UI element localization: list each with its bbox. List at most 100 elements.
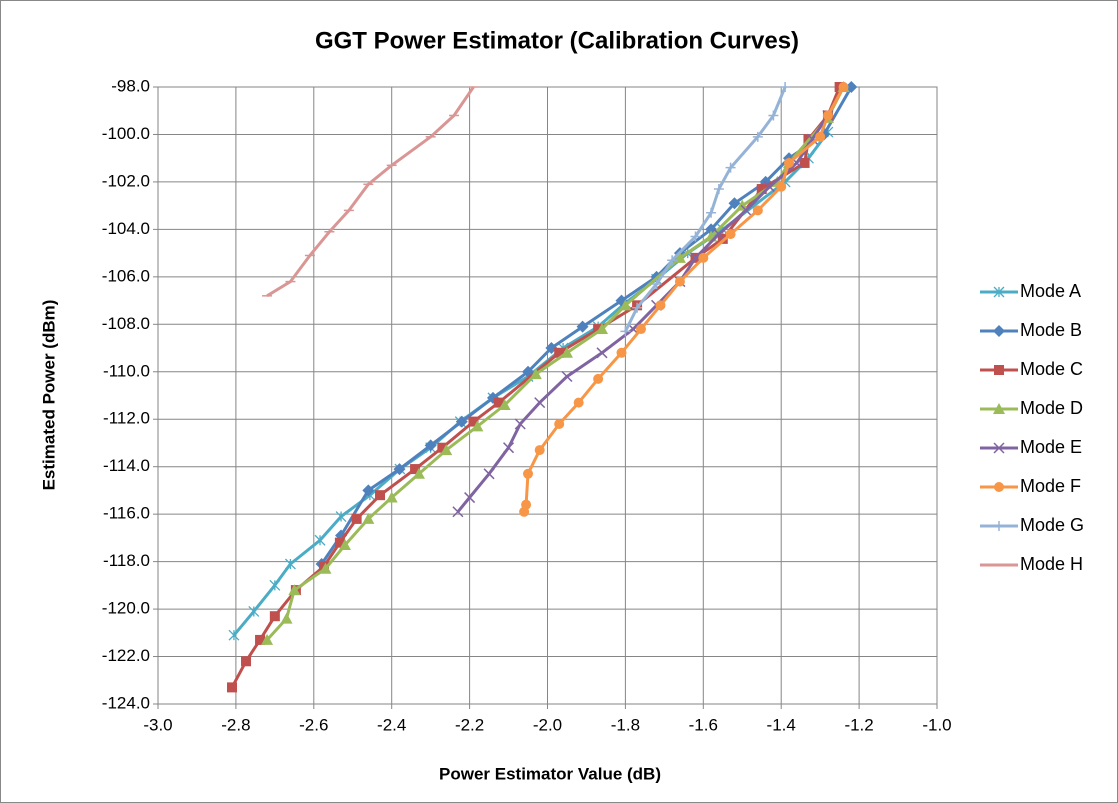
series-line [266, 86, 475, 298]
x-tick-label: -2.6 [299, 715, 328, 734]
x-tick-label: -3.0 [143, 715, 172, 734]
marker [838, 82, 849, 92]
marker [740, 204, 752, 216]
marker [335, 511, 347, 522]
marker [255, 634, 266, 645]
marker [554, 418, 565, 429]
marker [593, 324, 604, 335]
marker [314, 534, 326, 546]
marker [713, 228, 725, 240]
marker [280, 612, 293, 624]
marker [498, 398, 511, 410]
x-tick-label: -1.4 [767, 715, 796, 734]
y-tick-label: -122.0 [102, 646, 150, 665]
marker [561, 370, 573, 383]
y-tick-label: -120.0 [102, 599, 150, 618]
marker [560, 346, 573, 358]
marker [576, 320, 589, 333]
y-tick-label: -112.0 [103, 409, 150, 428]
marker [534, 445, 545, 456]
marker [725, 229, 736, 240]
marker [385, 491, 398, 503]
marker [768, 110, 779, 121]
marker [596, 323, 609, 335]
marker [655, 300, 666, 311]
marker [437, 442, 448, 453]
marker [471, 420, 484, 432]
marker [698, 252, 709, 263]
legend-marker [993, 286, 1005, 298]
marker [241, 656, 252, 667]
marker [503, 442, 515, 454]
marker [776, 181, 787, 192]
marker [362, 512, 375, 524]
x-tick-label: -2.2 [455, 715, 484, 734]
marker [706, 207, 717, 218]
marker [573, 397, 584, 408]
legend-marker [993, 325, 1005, 337]
marker [616, 347, 627, 358]
marker [815, 131, 826, 142]
legend-marker [993, 403, 1005, 414]
legend-label: Mode H [1020, 554, 1083, 574]
chart-title: GGT Power Estimator (Calibration Curves) [315, 27, 799, 54]
marker [783, 157, 794, 168]
legend-label: Mode G [1020, 515, 1084, 535]
marker [362, 484, 375, 497]
marker [452, 506, 464, 518]
marker [288, 584, 301, 596]
marker [725, 162, 736, 173]
marker [440, 444, 453, 456]
y-tick-label: -102.0 [102, 171, 150, 190]
series-line [265, 86, 845, 641]
plot-border [157, 86, 938, 705]
marker [284, 558, 296, 570]
x-axis-title: Power Estimator Value (dB) [439, 764, 661, 783]
y-tick-label: -106.0 [102, 266, 150, 285]
x-tick-label: -1.0 [922, 715, 951, 734]
legend-label: Mode B [1020, 320, 1082, 340]
marker [780, 82, 791, 92]
marker [338, 539, 351, 551]
marker [534, 397, 546, 409]
marker [752, 205, 763, 216]
marker [464, 492, 476, 504]
legend-marker [994, 482, 1004, 492]
marker [752, 131, 763, 142]
marker [667, 255, 678, 266]
x-tick-label: -1.8 [611, 715, 640, 734]
x-tick-label: -2.4 [377, 715, 406, 734]
marker [635, 324, 646, 335]
marker [261, 633, 274, 645]
legend-label: Mode C [1020, 359, 1083, 379]
y-tick-label: -110.0 [103, 361, 150, 380]
marker [593, 373, 604, 384]
marker [690, 231, 701, 242]
legend-marker [994, 521, 1004, 531]
y-tick-label: -100.0 [102, 124, 150, 143]
marker [269, 611, 280, 622]
marker [763, 181, 776, 193]
marker [227, 682, 238, 693]
legend-marker [994, 365, 1004, 375]
marker [674, 276, 685, 287]
marker [756, 184, 767, 195]
x-tick-label: -1.6 [689, 715, 718, 734]
marker [351, 513, 362, 524]
y-tick-label: -124.0 [102, 693, 150, 712]
y-tick-label: -114.0 [103, 456, 150, 475]
marker [596, 347, 608, 359]
marker [228, 629, 240, 641]
marker [375, 490, 386, 501]
y-tick-label: -98.0 [111, 76, 150, 95]
marker [319, 562, 332, 574]
x-tick-label: -2.8 [221, 715, 250, 734]
marker [514, 418, 526, 430]
marker [412, 467, 425, 479]
legend-label: Mode D [1020, 398, 1083, 418]
legend-label: Mode A [1020, 281, 1081, 301]
plot-area [227, 81, 858, 693]
marker [493, 397, 504, 408]
